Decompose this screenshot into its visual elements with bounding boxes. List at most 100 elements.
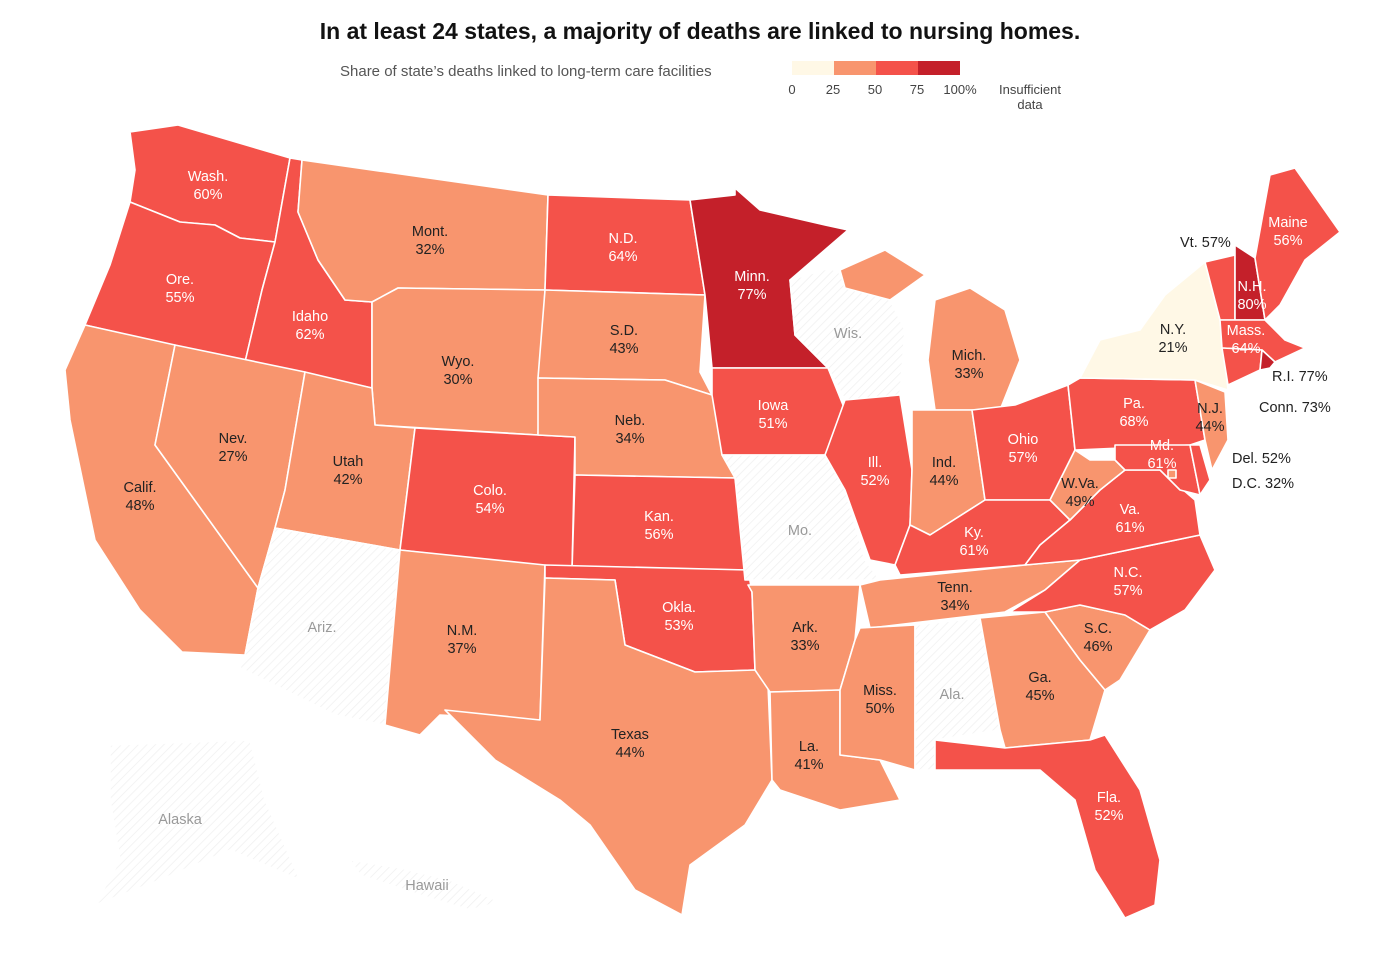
label-in-name: Ind. bbox=[932, 455, 956, 471]
label-or-name: Ore. bbox=[166, 272, 194, 288]
label-nd-name: N.D. bbox=[609, 231, 638, 247]
label-tn-value: 34% bbox=[940, 598, 969, 614]
label-ut-name: Utah bbox=[333, 454, 364, 470]
label-fl-value: 52% bbox=[1094, 808, 1123, 824]
label-ms-name: Miss. bbox=[863, 683, 897, 699]
label-in-value: 44% bbox=[929, 473, 958, 489]
state-dc[interactable] bbox=[1167, 469, 1177, 479]
label-wy-value: 30% bbox=[443, 372, 472, 388]
label-ca-name: Calif. bbox=[123, 480, 156, 496]
label-or-value: 55% bbox=[165, 290, 194, 306]
state-mn[interactable] bbox=[689, 187, 849, 369]
label-co-value: 54% bbox=[475, 501, 504, 517]
label-vt-name: Vt. bbox=[1180, 235, 1198, 251]
label-dc-value: 32% bbox=[1265, 476, 1294, 492]
label-sd-value: 43% bbox=[609, 341, 638, 357]
legend-label: Share of state’s deaths linked to long-t… bbox=[340, 63, 712, 80]
label-vt: Vt. 57% bbox=[1180, 235, 1231, 251]
state-ny[interactable] bbox=[1079, 261, 1229, 391]
label-md-value: 61% bbox=[1147, 456, 1176, 472]
label-nj-name: N.J. bbox=[1197, 401, 1223, 417]
label-id-name: Idaho bbox=[292, 309, 328, 325]
label-wy-name: Wyo. bbox=[442, 354, 475, 370]
label-sc-name: S.C. bbox=[1084, 621, 1112, 637]
label-ga-value: 45% bbox=[1025, 688, 1054, 704]
label-ri-value: 77% bbox=[1299, 369, 1328, 385]
label-oh-value: 57% bbox=[1008, 450, 1037, 466]
label-ma-name: Mass. bbox=[1227, 323, 1266, 339]
label-va-value: 61% bbox=[1115, 520, 1144, 536]
label-ct-value: 73% bbox=[1302, 400, 1331, 416]
legend-swatch-75-100 bbox=[918, 61, 960, 75]
legend-insufficient-data: Insufficient data bbox=[990, 82, 1070, 112]
label-ny-name: N.Y. bbox=[1160, 322, 1186, 338]
label-de-name: Del. bbox=[1232, 451, 1258, 467]
state-mi[interactable] bbox=[839, 249, 1021, 411]
label-mi-value: 33% bbox=[954, 366, 983, 382]
state-nj[interactable] bbox=[1194, 379, 1229, 471]
legend-tick-100: 100% bbox=[943, 82, 977, 97]
label-nm-value: 37% bbox=[447, 641, 476, 657]
label-ri: R.I. 77% bbox=[1272, 369, 1328, 385]
label-dc: D.C. 32% bbox=[1232, 476, 1294, 492]
label-al-name: Ala. bbox=[940, 687, 965, 703]
legend-tick-25: 25 bbox=[825, 82, 841, 97]
label-co-name: Colo. bbox=[473, 483, 507, 499]
label-tx-value: 44% bbox=[615, 745, 644, 761]
label-md-name: Md. bbox=[1150, 438, 1174, 454]
legend-swatch-0-25 bbox=[792, 61, 834, 75]
label-ia-value: 51% bbox=[758, 416, 787, 432]
label-ak-name: Alaska bbox=[158, 812, 202, 828]
legend-insufficient-line1: Insufficient bbox=[999, 82, 1061, 97]
label-wi-name: Wis. bbox=[834, 326, 862, 342]
label-vt-value: 57% bbox=[1202, 235, 1231, 251]
state-me[interactable] bbox=[1254, 167, 1341, 321]
label-wa-value: 60% bbox=[193, 187, 222, 203]
label-hi-name: Hawaii bbox=[405, 878, 449, 894]
map-title: In at least 24 states, a majority of dea… bbox=[319, 18, 1081, 44]
label-nm-name: N.M. bbox=[447, 623, 478, 639]
label-pa-name: Pa. bbox=[1123, 396, 1145, 412]
label-il-value: 52% bbox=[860, 473, 889, 489]
label-la-value: 41% bbox=[794, 757, 823, 773]
label-ne-value: 34% bbox=[615, 431, 644, 447]
state-tx[interactable] bbox=[444, 577, 773, 916]
label-mi-name: Mich. bbox=[952, 348, 987, 364]
legend-tick-50: 50 bbox=[867, 82, 883, 97]
label-nj-value: 44% bbox=[1195, 419, 1224, 435]
label-dc-name: D.C. bbox=[1232, 476, 1261, 492]
legend-tick-75: 75 bbox=[909, 82, 925, 97]
label-ks-name: Kan. bbox=[644, 509, 674, 525]
label-wv-value: 49% bbox=[1065, 494, 1094, 510]
label-la-name: La. bbox=[799, 739, 819, 755]
label-nv-name: Nev. bbox=[219, 431, 248, 447]
label-ca-value: 48% bbox=[125, 498, 154, 514]
label-ar-value: 33% bbox=[790, 638, 819, 654]
state-de[interactable] bbox=[1189, 444, 1211, 496]
label-me-value: 56% bbox=[1273, 233, 1302, 249]
label-tx-name: Texas bbox=[611, 727, 649, 743]
label-ok-value: 53% bbox=[664, 618, 693, 634]
label-mt-name: Mont. bbox=[412, 224, 448, 240]
state-ri[interactable] bbox=[1259, 349, 1276, 371]
label-ri-name: R.I. bbox=[1272, 369, 1295, 385]
label-ct: Conn. 73% bbox=[1259, 400, 1331, 416]
label-id-value: 62% bbox=[295, 327, 324, 343]
label-ct-name: Conn. bbox=[1259, 400, 1298, 416]
state-nc[interactable] bbox=[1009, 534, 1216, 631]
label-ne-name: Neb. bbox=[615, 413, 646, 429]
label-me-name: Maine bbox=[1268, 215, 1308, 231]
label-fl-name: Fla. bbox=[1097, 790, 1121, 806]
state-fl[interactable] bbox=[934, 734, 1161, 919]
label-ky-value: 61% bbox=[959, 543, 988, 559]
label-nv-value: 27% bbox=[218, 449, 247, 465]
label-de-value: 52% bbox=[1262, 451, 1291, 467]
label-ia-name: Iowa bbox=[758, 398, 790, 414]
state-ak bbox=[94, 739, 301, 906]
label-ms-value: 50% bbox=[865, 701, 894, 717]
label-de: Del. 52% bbox=[1232, 451, 1291, 467]
state-co[interactable] bbox=[399, 427, 576, 571]
label-ar-name: Ark. bbox=[792, 620, 818, 636]
label-ny-value: 21% bbox=[1158, 340, 1187, 356]
